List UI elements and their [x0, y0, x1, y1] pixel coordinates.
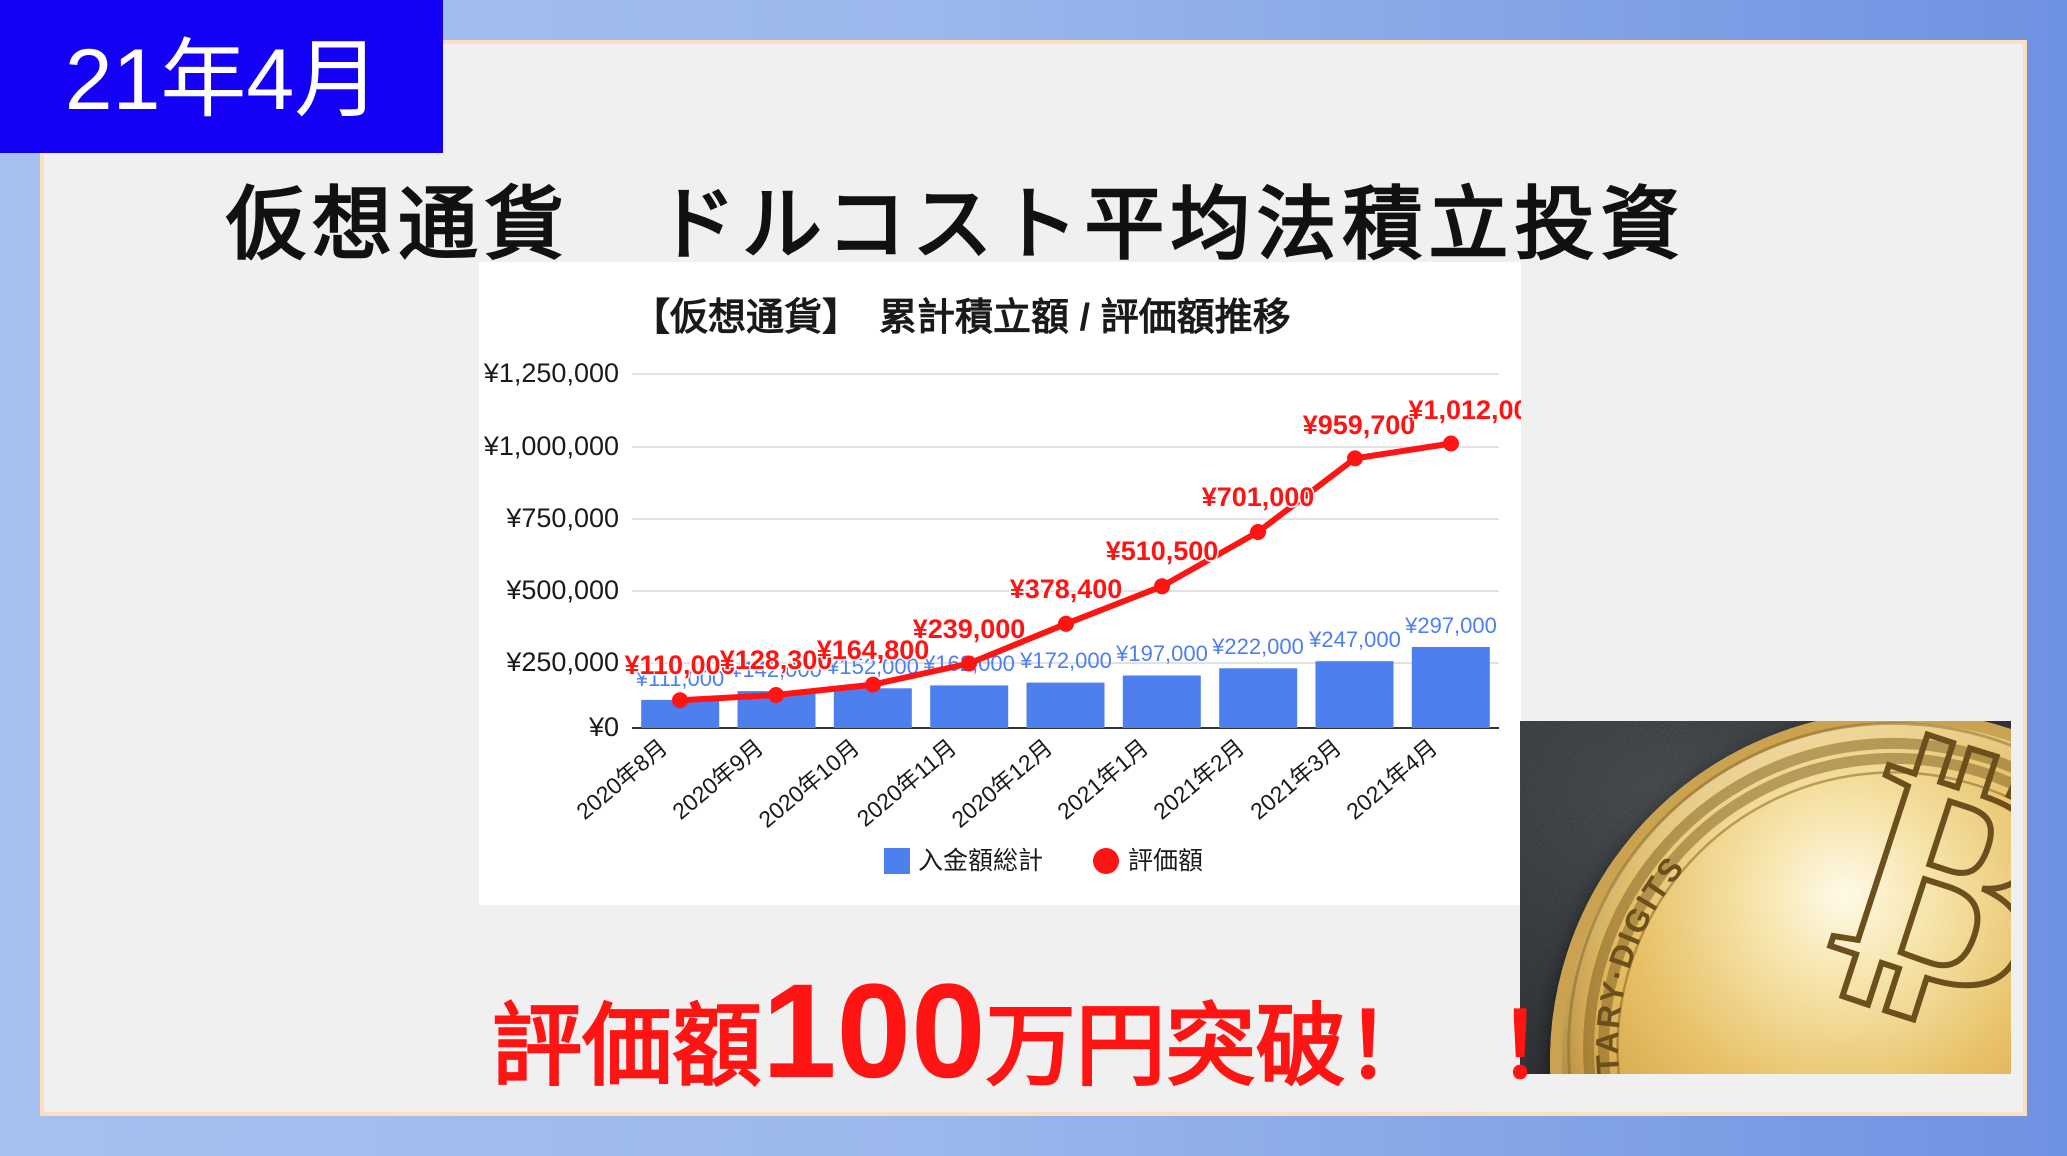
svg-text:¥500,000: ¥500,000	[505, 575, 619, 605]
svg-text:評価額: 評価額	[1128, 847, 1203, 875]
svg-text:2020年12月: 2020年12月	[946, 734, 1057, 833]
svg-text:2020年10月: 2020年10月	[753, 734, 864, 833]
svg-text:¥197,000: ¥197,000	[1115, 641, 1208, 666]
svg-text:2020年11月: 2020年11月	[852, 734, 961, 832]
svg-text:¥128,300: ¥128,300	[720, 645, 833, 675]
svg-text:¥378,400: ¥378,400	[1010, 574, 1123, 604]
svg-text:¥1,000,000: ¥1,000,000	[483, 431, 619, 461]
svg-text:₿: ₿	[1806, 721, 2011, 1064]
svg-text:2021年1月: 2021年1月	[1052, 734, 1153, 825]
svg-text:¥222,000: ¥222,000	[1211, 634, 1304, 659]
svg-text:¥1,250,000: ¥1,250,000	[483, 358, 619, 388]
svg-text:¥172,000: ¥172,000	[1019, 648, 1112, 673]
svg-text:2020年9月: 2020年9月	[667, 734, 768, 825]
svg-text:¥250,000: ¥250,000	[505, 647, 619, 677]
svg-text:¥750,000: ¥750,000	[505, 503, 619, 533]
svg-text:¥247,000: ¥247,000	[1308, 627, 1401, 652]
svg-text:¥959,700: ¥959,700	[1303, 410, 1416, 440]
svg-text:2020年8月: 2020年8月	[571, 734, 672, 825]
svg-text:2021年3月: 2021年3月	[1245, 734, 1346, 825]
svg-text:2021年2月: 2021年2月	[1148, 734, 1249, 825]
svg-text:¥297,000: ¥297,000	[1404, 613, 1497, 638]
svg-text:¥510,500: ¥510,500	[1106, 536, 1219, 566]
svg-text:¥701,000: ¥701,000	[1202, 482, 1315, 512]
svg-text:入金額総計: 入金額総計	[918, 847, 1043, 875]
svg-text:2021年4月: 2021年4月	[1341, 734, 1442, 825]
svg-text:¥1,012,000: ¥1,012,000	[1408, 395, 1521, 425]
svg-text:¥239,000: ¥239,000	[913, 614, 1026, 644]
svg-text:【仮想通貨】 累計積立額 / 評価額推移: 【仮想通貨】 累計積立額 / 評価額推移	[632, 297, 1291, 339]
svg-text:¥0: ¥0	[588, 712, 619, 742]
